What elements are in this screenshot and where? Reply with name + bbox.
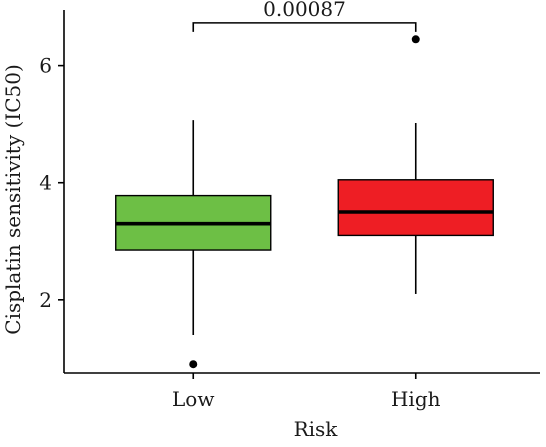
- outlier-point: [189, 360, 198, 369]
- y-ticks: 2 4 6: [39, 54, 64, 312]
- p-value-label: 0.00087: [263, 0, 346, 21]
- axes-layer: 2 4 6 Low High Risk Cisplatin sensitivity (…: [1, 10, 540, 441]
- y-tick-label: 6: [39, 54, 52, 78]
- bracket-line: [192, 22, 417, 32]
- annotations-layer: 0.00087: [192, 0, 417, 32]
- x-tick-label: Low: [172, 387, 214, 411]
- x-ticks: Low High: [172, 373, 441, 411]
- y-axis-title: Cisplatin sensitivity (IC50): [1, 64, 25, 334]
- box-high: [337, 35, 494, 294]
- y-tick-label: 2: [39, 288, 52, 312]
- x-axis-title: Risk: [294, 417, 339, 441]
- y-tick-label: 4: [39, 171, 52, 195]
- outlier-point: [411, 35, 420, 44]
- box-low: [115, 120, 272, 369]
- x-tick-label: High: [391, 387, 441, 411]
- significance-bracket: 0.00087: [192, 0, 417, 32]
- box-iqr: [337, 179, 494, 237]
- boxes-layer: [115, 35, 494, 369]
